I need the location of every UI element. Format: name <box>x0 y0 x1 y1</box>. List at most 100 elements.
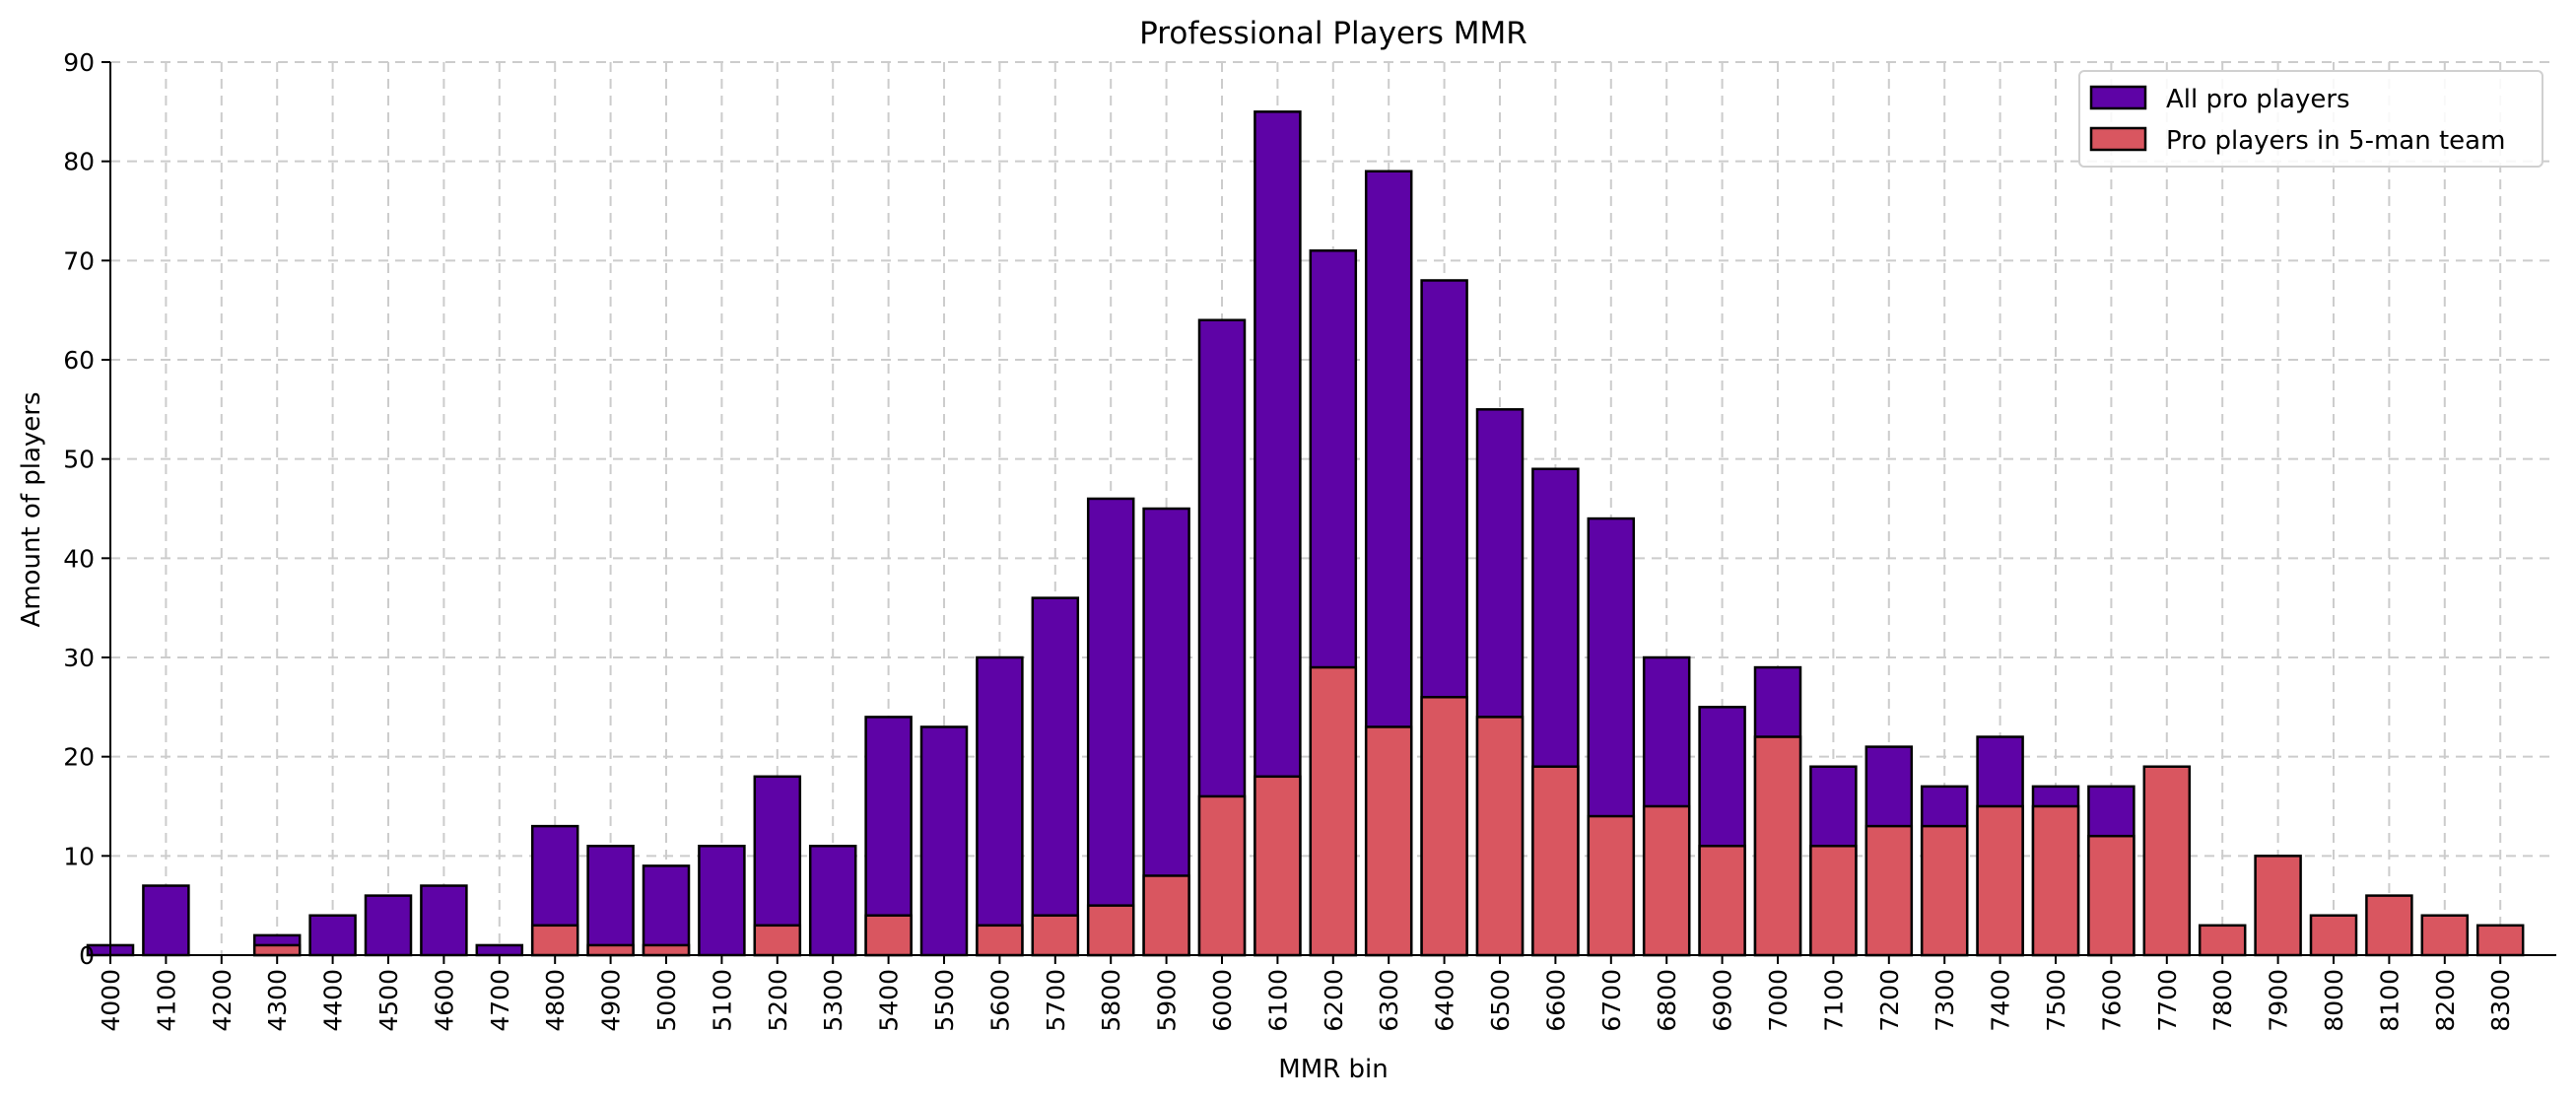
x-tick-label: 4800 <box>541 969 570 1032</box>
x-tick-label: 5500 <box>930 969 959 1032</box>
legend-label-all-pro-players: All pro players <box>2166 85 2350 114</box>
bar-pro-players-5-man-team-6100 <box>1254 775 1302 957</box>
x-tick-label: 8000 <box>2320 969 2348 1032</box>
bar-pro-players-5-man-team-5800 <box>1086 904 1135 957</box>
x-tick-label: 4600 <box>430 969 458 1032</box>
bar-pro-players-5-man-team-7600 <box>2087 834 2135 957</box>
bar-all-pro-players-4600 <box>420 884 468 957</box>
y-tick-label: 0 <box>79 941 95 970</box>
bar-pro-players-5-man-team-5600 <box>976 924 1024 957</box>
bar-pro-players-5-man-team-7900 <box>2254 855 2302 957</box>
bar-pro-players-5-man-team-7700 <box>2142 765 2192 957</box>
x-tick-label: 7200 <box>1875 969 1904 1032</box>
y-tick-label: 80 <box>63 148 95 176</box>
bar-pro-players-5-man-team-5400 <box>864 914 913 957</box>
x-tick-label: 6700 <box>1597 969 1626 1032</box>
bar-all-pro-players-4400 <box>308 914 357 957</box>
y-tick-label: 20 <box>63 743 95 772</box>
x-tick-label: 7900 <box>2265 969 2293 1032</box>
bar-all-pro-players-5800 <box>1086 497 1135 957</box>
legend-label-pro-players-5-man-team: Pro players in 5-man team <box>2166 126 2505 156</box>
x-tick-label: 8100 <box>2375 969 2404 1032</box>
x-tick-label: 6500 <box>1486 969 1515 1032</box>
bar-pro-players-5-man-team-4800 <box>530 924 579 957</box>
x-tick-label: 4700 <box>486 969 514 1032</box>
bar-pro-players-5-man-team-6400 <box>1420 696 1468 957</box>
x-tick-label: 4400 <box>319 969 348 1032</box>
x-tick-label: 6800 <box>1653 969 1681 1032</box>
x-tick-label: 8300 <box>2486 969 2515 1032</box>
x-tick-label: 7800 <box>2208 969 2237 1032</box>
bar-all-pro-players-4900 <box>586 845 635 957</box>
y-axis-label: Amount of players <box>17 391 46 627</box>
x-axis-label: MMR bin <box>1278 1055 1388 1084</box>
x-tick-label: 7100 <box>1819 969 1848 1032</box>
y-tick-label: 40 <box>63 544 95 573</box>
y-tick-label: 90 <box>63 48 95 77</box>
x-tick-label: 5900 <box>1153 969 1182 1032</box>
y-tick-label: 70 <box>63 246 95 275</box>
bar-pro-players-5-man-team-7800 <box>2198 924 2247 957</box>
x-tick-label: 5700 <box>1042 969 1070 1032</box>
bar-pro-players-5-man-team-8300 <box>2475 924 2525 957</box>
x-tick-label: 7600 <box>2097 969 2126 1032</box>
bar-all-pro-players-4700 <box>475 943 524 957</box>
bar-all-pro-players-5300 <box>808 845 857 957</box>
x-tick-label: 5000 <box>652 969 681 1032</box>
bar-pro-players-5-man-team-8200 <box>2420 914 2470 957</box>
bar-pro-players-5-man-team-5000 <box>642 943 691 957</box>
x-tick-label: 7500 <box>2042 969 2070 1032</box>
bar-pro-players-5-man-team-7000 <box>1753 735 1802 957</box>
x-tick-label: 6300 <box>1375 969 1403 1032</box>
bar-pro-players-5-man-team-6300 <box>1364 725 1413 957</box>
legend-swatch-pro-players-5-man-team <box>2089 126 2147 152</box>
x-tick-label: 5600 <box>985 969 1014 1032</box>
x-tick-label: 5400 <box>875 969 904 1032</box>
bar-pro-players-5-man-team-4300 <box>252 943 302 957</box>
bar-pro-players-5-man-team-7200 <box>1864 824 1914 957</box>
bar-all-pro-players-5100 <box>698 845 746 957</box>
y-tick-label: 60 <box>63 346 95 375</box>
bar-all-pro-players-4100 <box>142 884 190 957</box>
bar-pro-players-5-man-team-7100 <box>1809 845 1858 957</box>
bar-pro-players-5-man-team-6500 <box>1475 716 1525 957</box>
series-pro-players-5-man-team <box>252 665 2525 957</box>
x-tick-label: 7000 <box>1764 969 1793 1032</box>
bar-pro-players-5-man-team-8000 <box>2309 914 2358 957</box>
bar-pro-players-5-man-team-6800 <box>1642 804 1691 957</box>
x-tick-label: 5200 <box>764 969 792 1032</box>
x-tick-label: 6100 <box>1263 969 1292 1032</box>
bar-all-pro-players-5700 <box>1031 596 1080 957</box>
x-tick-label: 6400 <box>1431 969 1459 1032</box>
x-tick-label: 6900 <box>1709 969 1737 1032</box>
bar-pro-players-5-man-team-7300 <box>1920 824 1969 957</box>
legend-frame <box>2078 70 2543 168</box>
y-tick-label: 10 <box>63 842 95 870</box>
x-tick-label: 6000 <box>1208 969 1237 1032</box>
bar-pro-players-5-man-team-5200 <box>753 924 802 957</box>
bar-all-pro-players-5000 <box>642 864 691 957</box>
bar-pro-players-5-man-team-6000 <box>1197 794 1247 957</box>
x-tick-label: 5300 <box>819 969 847 1032</box>
x-tick-label: 7400 <box>1987 969 2015 1032</box>
x-tick-label: 6600 <box>1541 969 1570 1032</box>
axis-layer: 0 10 20 30 40 50 60 70 80 90 4000 4100 4200 4300 4400 4… <box>63 48 2556 1032</box>
y-tick-label: 50 <box>63 446 95 474</box>
bar-pro-players-5-man-team-7400 <box>1976 804 2024 957</box>
x-tick-label: 4200 <box>208 969 237 1032</box>
bar-pro-players-5-man-team-4900 <box>586 943 635 957</box>
x-tick-label: 8200 <box>2431 969 2460 1032</box>
bar-all-pro-players-5500 <box>919 725 969 957</box>
bar-pro-players-5-man-team-5900 <box>1142 874 1190 957</box>
x-tick-label: 5100 <box>708 969 736 1032</box>
x-tick-label: 4000 <box>97 969 125 1032</box>
x-tick-label: 4300 <box>263 969 292 1032</box>
bar-pro-players-5-man-team-6600 <box>1531 765 1580 957</box>
bar-pro-players-5-man-team-6200 <box>1309 665 1358 957</box>
x-tick-label: 4100 <box>152 969 180 1032</box>
x-tick-label: 5800 <box>1097 969 1125 1032</box>
x-tick-label: 7300 <box>1931 969 1959 1032</box>
x-tick-label: 7700 <box>2153 969 2182 1032</box>
